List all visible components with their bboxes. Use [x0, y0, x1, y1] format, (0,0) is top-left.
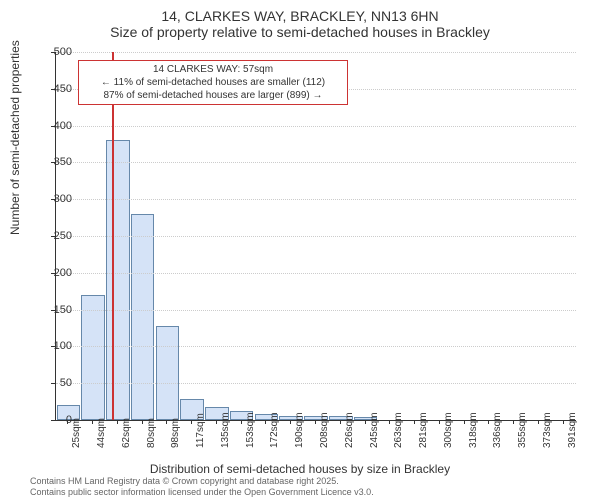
gridline — [56, 310, 576, 311]
y-axis-label: Number of semi-detached properties — [8, 40, 22, 235]
histogram-bar — [106, 140, 130, 420]
histogram-bar — [131, 214, 155, 420]
xtick-label: 391sqm — [567, 412, 578, 448]
chart-title-line1: 14, CLARKES WAY, BRACKLEY, NN13 6HN — [0, 0, 600, 24]
xtick-label: 263sqm — [393, 412, 404, 448]
xtick-mark — [216, 420, 217, 424]
xtick-mark — [315, 420, 316, 424]
ytick-mark — [51, 346, 55, 347]
xtick-mark — [241, 420, 242, 424]
ytick-mark — [51, 273, 55, 274]
xtick-mark — [488, 420, 489, 424]
ytick-mark — [51, 420, 55, 421]
xtick-mark — [290, 420, 291, 424]
xtick-mark — [265, 420, 266, 424]
ytick-label: 350 — [54, 156, 72, 168]
xtick-mark — [439, 420, 440, 424]
xtick-mark — [92, 420, 93, 424]
gridline — [56, 126, 576, 127]
xtick-label: 281sqm — [418, 412, 429, 448]
xtick-label: 153sqm — [245, 412, 256, 448]
xtick-mark — [166, 420, 167, 424]
marker-line — [112, 52, 114, 420]
gridline — [56, 52, 576, 53]
footer-line1: Contains HM Land Registry data © Crown c… — [30, 476, 374, 487]
textbox-line1: 14 CLARKES WAY: 57sqm — [83, 63, 343, 76]
xtick-label: 98sqm — [170, 418, 181, 448]
chart-title-line2: Size of property relative to semi-detach… — [0, 24, 600, 46]
ytick-label: 250 — [54, 230, 72, 242]
histogram-bar — [156, 326, 180, 420]
ytick-label: 450 — [54, 83, 72, 95]
xtick-label: 336sqm — [492, 412, 503, 448]
xtick-mark — [538, 420, 539, 424]
xtick-mark — [117, 420, 118, 424]
ytick-label: 50 — [60, 377, 72, 389]
xtick-label: 80sqm — [146, 418, 157, 448]
x-axis-label: Distribution of semi-detached houses by … — [0, 462, 600, 476]
xtick-label: 190sqm — [294, 412, 305, 448]
xtick-label: 355sqm — [517, 412, 528, 448]
gridline — [56, 383, 576, 384]
ytick-mark — [51, 126, 55, 127]
ytick-mark — [51, 310, 55, 311]
ytick-label: 500 — [54, 46, 72, 58]
chart-container: 14, CLARKES WAY, BRACKLEY, NN13 6HN Size… — [0, 0, 600, 500]
ytick-label: 300 — [54, 193, 72, 205]
xtick-label: 245sqm — [369, 412, 380, 448]
xtick-label: 117sqm — [195, 413, 206, 448]
xtick-mark — [513, 420, 514, 424]
ytick-label: 100 — [54, 340, 72, 352]
xtick-label: 318sqm — [468, 412, 479, 448]
ytick-mark — [51, 52, 55, 53]
footer-line2: Contains public sector information licen… — [30, 487, 374, 498]
ytick-label: 150 — [54, 304, 72, 316]
xtick-label: 172sqm — [269, 412, 280, 448]
ytick-label: 400 — [54, 120, 72, 132]
xtick-mark — [389, 420, 390, 424]
xtick-mark — [142, 420, 143, 424]
ytick-mark — [51, 199, 55, 200]
gridline — [56, 199, 576, 200]
xtick-label: 226sqm — [344, 412, 355, 448]
gridline — [56, 162, 576, 163]
gridline — [56, 273, 576, 274]
xtick-mark — [365, 420, 366, 424]
xtick-mark — [563, 420, 564, 424]
xtick-mark — [340, 420, 341, 424]
plot-area — [55, 52, 576, 421]
gridline — [56, 346, 576, 347]
ytick-mark — [51, 383, 55, 384]
xtick-mark — [464, 420, 465, 424]
xtick-mark — [414, 420, 415, 424]
gridline — [56, 236, 576, 237]
xtick-label: 25sqm — [71, 418, 82, 448]
xtick-mark — [191, 420, 192, 424]
xtick-label: 62sqm — [121, 418, 132, 448]
xtick-label: 135sqm — [220, 412, 231, 448]
info-textbox: 14 CLARKES WAY: 57sqm ← 11% of semi-deta… — [78, 60, 348, 105]
xtick-mark — [67, 420, 68, 424]
ytick-label: 200 — [54, 267, 72, 279]
textbox-line2: ← 11% of semi-detached houses are smalle… — [83, 76, 343, 89]
xtick-label: 208sqm — [319, 412, 330, 448]
ytick-mark — [51, 89, 55, 90]
footer-text: Contains HM Land Registry data © Crown c… — [30, 476, 374, 498]
textbox-line3: 87% of semi-detached houses are larger (… — [83, 89, 343, 102]
ytick-mark — [51, 162, 55, 163]
histogram-bar — [81, 295, 105, 420]
xtick-label: 373sqm — [542, 412, 553, 448]
xtick-label: 44sqm — [96, 418, 107, 448]
xtick-label: 300sqm — [443, 412, 454, 448]
ytick-mark — [51, 236, 55, 237]
